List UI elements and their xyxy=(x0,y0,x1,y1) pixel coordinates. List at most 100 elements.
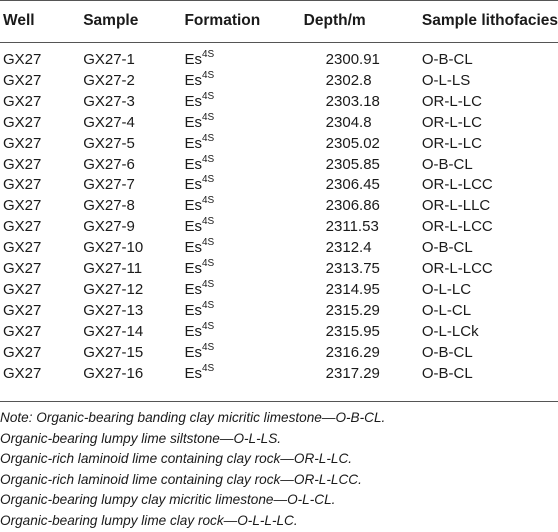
cell-formation: Es4S xyxy=(184,132,301,155)
cell-well: GX27 xyxy=(3,322,42,340)
cell-sample: GX27-9 xyxy=(83,218,135,236)
note-line: Organic-bearing lumpy lime clay rock—O-L… xyxy=(0,512,298,528)
formation-base: Es xyxy=(184,343,202,361)
cell-lithofacies: OR-L-LCC xyxy=(421,260,493,278)
formation-superscript: 4S xyxy=(201,362,215,374)
cell-well: GX27 xyxy=(3,176,42,194)
cell-depth: 2305.02 xyxy=(325,134,380,152)
header-depth: Depth/m xyxy=(303,12,366,29)
table-row: GX27 GX27-3 Es4S 2303.18 OR-L-LC xyxy=(0,90,558,113)
cell-formation: Es4S xyxy=(184,341,301,364)
formation-base: Es xyxy=(184,260,202,278)
formation-superscript: 4S xyxy=(201,195,215,207)
cell-well: GX27 xyxy=(3,239,42,257)
cell-well: GX27 xyxy=(3,343,42,361)
cell-sample: GX27-10 xyxy=(83,239,144,257)
cell-well: GX27 xyxy=(3,364,42,382)
cell-lithofacies: O-L-CL xyxy=(421,301,472,319)
formation-base: Es xyxy=(184,71,202,89)
cell-well: GX27 xyxy=(3,92,42,110)
formation-superscript: 4S xyxy=(201,258,215,270)
cell-lithofacies: O-L-LCk xyxy=(421,322,479,340)
table-row: GX27 GX27-12 Es4S 2314.95 O-L-LC xyxy=(0,278,558,301)
cell-formation: Es4S xyxy=(184,175,301,196)
cell-depth: 2315.95 xyxy=(325,322,380,340)
formation-superscript: 4S xyxy=(201,90,215,102)
cell-formation: Es4S xyxy=(184,321,301,343)
cell-well: GX27 xyxy=(3,71,42,89)
table-row: GX27 GX27-15 Es4S 2316.29 O-B-CL xyxy=(0,341,558,364)
formation-superscript: 4S xyxy=(201,153,215,165)
cell-sample: GX27-1 xyxy=(83,51,135,68)
cell-formation: Es4S xyxy=(184,217,301,238)
table-row: GX27 GX27-11 Es4S 2313.75 OR-L-LCC xyxy=(0,259,558,280)
formation-base: Es xyxy=(184,322,202,340)
cell-depth: 2300.91 xyxy=(325,51,380,68)
cell-sample: GX27-4 xyxy=(83,113,135,131)
formation-superscript: 4S xyxy=(201,174,215,186)
cell-sample: GX27-12 xyxy=(83,280,144,298)
formation-base: Es xyxy=(184,113,202,131)
header-rule xyxy=(0,42,558,43)
bottom-rule xyxy=(0,401,558,402)
cell-formation: Es4S xyxy=(184,111,301,134)
formation-superscript: 4S xyxy=(201,132,215,144)
header-well: Well xyxy=(3,12,35,29)
formation-base: Es xyxy=(184,239,202,257)
formation-base: Es xyxy=(184,92,202,110)
cell-lithofacies: O-L-LC xyxy=(421,280,472,298)
cell-lithofacies: O-L-LS xyxy=(421,71,471,89)
formation-superscript: 4S xyxy=(201,278,215,290)
cell-sample: GX27-7 xyxy=(83,176,135,194)
cell-sample: GX27-3 xyxy=(83,92,135,110)
samples-table: Well Sample Formation Depth/m Sample lit… xyxy=(0,12,558,385)
cell-formation: Es4S xyxy=(184,69,301,92)
cell-sample: GX27-14 xyxy=(83,322,144,340)
formation-superscript: 4S xyxy=(201,216,215,228)
table-row: GX27 GX27-2 Es4S 2302.8 O-L-LS xyxy=(0,69,558,92)
formation-superscript: 4S xyxy=(201,69,215,81)
cell-lithofacies: OR-L-LC xyxy=(421,113,482,131)
cell-well: GX27 xyxy=(3,218,42,236)
cell-well: GX27 xyxy=(3,260,42,278)
formation-base: Es xyxy=(184,155,202,173)
cell-well: GX27 xyxy=(3,301,42,319)
cell-depth: 2313.75 xyxy=(325,260,380,278)
cell-depth: 2316.29 xyxy=(325,343,380,361)
header-sample: Sample xyxy=(83,12,139,29)
cell-lithofacies: O-B-CL xyxy=(421,364,473,382)
cell-sample: GX27-8 xyxy=(83,197,135,215)
cell-well: GX27 xyxy=(3,280,42,298)
cell-lithofacies: OR-L-LLC xyxy=(421,197,491,215)
formation-superscript: 4S xyxy=(201,111,215,123)
table-row: GX27 GX27-7 Es4S 2306.45 OR-L-LCC xyxy=(0,175,558,196)
note-line: Note: Organic-bearing banding clay micri… xyxy=(0,410,386,425)
top-rule xyxy=(0,0,558,1)
cell-well: GX27 xyxy=(3,197,42,215)
cell-depth: 2306.45 xyxy=(325,176,380,194)
cell-sample: GX27-15 xyxy=(83,343,144,361)
cell-formation: Es4S xyxy=(184,299,301,322)
cell-formation: Es4S xyxy=(184,196,301,217)
cell-formation: Es4S xyxy=(184,278,301,301)
cell-sample: GX27-6 xyxy=(83,155,135,173)
cell-lithofacies: O-B-CL xyxy=(421,155,473,173)
table-notes: Note: Organic-bearing banding clay micri… xyxy=(0,408,558,532)
table-row: GX27 GX27-16 Es4S 2317.29 O-B-CL xyxy=(0,362,558,385)
formation-base: Es xyxy=(184,197,202,215)
cell-lithofacies: O-B-CL xyxy=(421,343,473,361)
cell-formation: Es4S xyxy=(184,90,301,113)
header-lithofacies: Sample lithofacies xyxy=(421,12,558,29)
formation-superscript: 4S xyxy=(201,299,215,311)
cell-depth: 2302.8 xyxy=(325,71,372,89)
cell-lithofacies: OR-L-LCC xyxy=(421,218,493,236)
formation-base: Es xyxy=(184,134,202,152)
cell-sample: GX27-2 xyxy=(83,71,135,89)
formation-superscript: 4S xyxy=(201,341,215,353)
table-row: GX27 GX27-13 Es4S 2315.29 O-L-CL xyxy=(0,299,558,322)
cell-formation: Es4S xyxy=(184,362,301,385)
cell-formation: Es4S xyxy=(184,259,301,280)
formation-base: Es xyxy=(184,218,202,236)
cell-lithofacies: O-B-CL xyxy=(421,239,473,257)
note-line: Organic-rich laminoid lime containing cl… xyxy=(0,451,353,467)
